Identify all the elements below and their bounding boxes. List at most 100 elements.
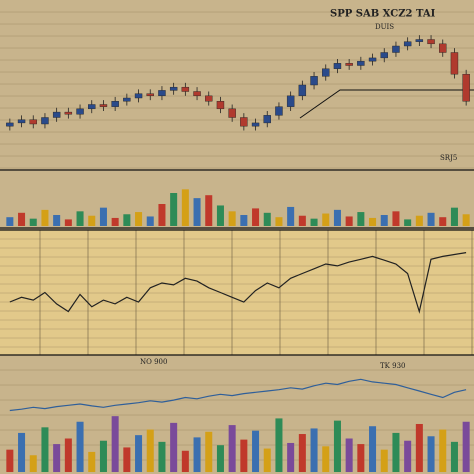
decorations [0, 11, 474, 461]
volume-bar [252, 208, 260, 226]
volume-bar [404, 440, 412, 472]
volume-bar [88, 215, 96, 226]
candle-body [450, 52, 459, 75]
candle-body [251, 122, 260, 127]
candle-body [263, 115, 271, 124]
candle-body [322, 68, 330, 77]
volume-bar [439, 217, 447, 226]
volume-bar [53, 215, 61, 226]
annotation: DUIS [375, 23, 394, 31]
volume-bar [263, 212, 271, 226]
volume-bar [310, 428, 318, 472]
volume-bar [252, 430, 260, 472]
volume-bar [240, 215, 248, 226]
candle-body [17, 119, 26, 124]
annotation: NO 900 [140, 358, 167, 366]
volume-bar [111, 217, 119, 226]
candle-body [6, 122, 14, 127]
candle-body [228, 108, 236, 118]
candle-body [99, 104, 108, 107]
volume-bar [357, 212, 365, 226]
volume-bar [64, 438, 72, 472]
volume-bar [170, 193, 178, 226]
volume-bar [111, 416, 119, 472]
volume-bar [380, 449, 388, 472]
volume-bar [29, 218, 37, 226]
candle-body [111, 101, 119, 107]
candle-body [193, 91, 201, 97]
annotation: TK 930 [380, 362, 405, 370]
volume-bar [369, 426, 377, 472]
volume-bar [439, 429, 447, 472]
volume-bar [88, 451, 96, 472]
candle-body [169, 86, 178, 91]
candle-body [205, 95, 213, 102]
volume-bar [333, 420, 341, 472]
candle-body [403, 41, 412, 47]
candle-body [298, 84, 307, 97]
candle-body [380, 52, 388, 59]
candle-body [216, 101, 225, 110]
volume-bar [76, 211, 84, 226]
candle-body [275, 106, 283, 116]
volume-bar [29, 455, 37, 472]
panel-background [0, 230, 474, 355]
volume-bar [76, 421, 84, 472]
volume-bar [275, 217, 283, 226]
candle-body [368, 57, 377, 62]
candle-body [123, 97, 131, 102]
volume-bar [380, 215, 388, 226]
volume-bar [345, 438, 353, 472]
volume-bar [193, 437, 201, 472]
volume-bar [415, 215, 423, 226]
volume-bar [427, 436, 435, 472]
series-line [9, 252, 467, 314]
volume-bar [205, 431, 213, 472]
volume-bar [275, 418, 283, 472]
volume-bar [193, 198, 201, 226]
volume-bar [263, 448, 271, 472]
volume-bar [404, 219, 412, 226]
volume-bar [228, 211, 236, 226]
candle-body [333, 63, 342, 69]
candle-body [439, 43, 447, 53]
volume-bar [240, 439, 248, 472]
candle-body [310, 76, 318, 86]
volume-bar [216, 445, 224, 472]
volume-bar [415, 423, 423, 472]
annotation: SRJ5 [440, 154, 457, 162]
volume-bar [392, 211, 400, 226]
volume-bar [205, 195, 213, 226]
volume-bar [216, 205, 224, 226]
volume-bar [18, 212, 26, 226]
volume-bar [450, 441, 458, 472]
volume-bar [158, 441, 166, 472]
candle-body [392, 45, 400, 53]
volume-bar [135, 212, 143, 226]
volume-bar [181, 450, 189, 472]
candle-body [88, 104, 96, 110]
volume-bar [462, 214, 470, 226]
volume-bar [298, 434, 306, 472]
volume-bar [41, 427, 49, 472]
volume-bar [427, 212, 435, 226]
volume-bar [18, 432, 26, 472]
series-line [9, 378, 467, 412]
volume-bar [6, 217, 14, 226]
volume-bar [41, 209, 49, 226]
candle-body [462, 73, 470, 102]
volume-bar [450, 207, 458, 226]
volume-bar [345, 216, 353, 226]
volume-bar [322, 213, 330, 226]
volume-bar [287, 206, 295, 226]
volume-bar [392, 432, 400, 472]
candle-body [345, 63, 353, 66]
volume-bar [6, 449, 14, 472]
volume-bar [170, 422, 178, 472]
candle-body [181, 86, 190, 92]
volume-bar [53, 444, 61, 472]
candle-body [240, 117, 248, 127]
volume-bar [298, 215, 306, 226]
volume-bar [357, 444, 365, 472]
